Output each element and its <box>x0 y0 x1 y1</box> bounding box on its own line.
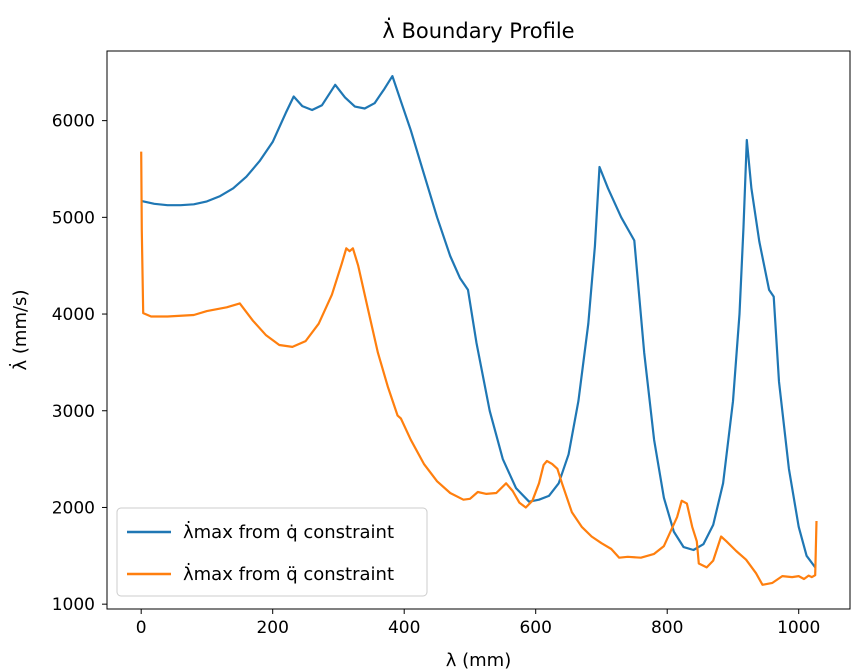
x-axis-ticks: 0 200 400 600 800 1000 <box>136 609 820 638</box>
legend-label-qddot: λ̇max from q̈ constraint <box>183 562 394 585</box>
y-tick-label: 6000 <box>52 112 95 132</box>
series-line-0 <box>140 75 817 569</box>
x-tick-label: 0 <box>136 618 147 638</box>
y-tick-label: 3000 <box>52 402 95 422</box>
x-tick-label: 600 <box>519 618 551 638</box>
x-axis-label: λ (mm) <box>446 650 512 670</box>
chart-title: λ̇ Boundary Profile <box>382 17 574 43</box>
x-tick-label: 1000 <box>777 618 820 638</box>
series-line-1 <box>140 151 818 586</box>
legend-box <box>116 507 428 597</box>
x-tick-label: 400 <box>388 618 420 638</box>
legend-label-qdot: λ̇max from q̇ constraint <box>183 520 394 543</box>
x-tick-label: 800 <box>651 618 683 638</box>
y-tick-label: 5000 <box>52 208 95 228</box>
y-axis-label: λ̇ (mm/s) <box>8 290 31 371</box>
y-tick-label: 4000 <box>52 305 95 325</box>
y-tick-label: 1000 <box>52 595 95 615</box>
plot-frame <box>106 50 851 610</box>
series-layer <box>140 75 818 586</box>
x-tick-label: 200 <box>256 618 288 638</box>
y-axis-ticks: 1000 2000 3000 4000 5000 6000 <box>52 112 107 615</box>
legend: λ̇max from q̇ constraint λ̇max from q̈ c… <box>116 507 428 597</box>
y-tick-label: 2000 <box>52 498 95 518</box>
